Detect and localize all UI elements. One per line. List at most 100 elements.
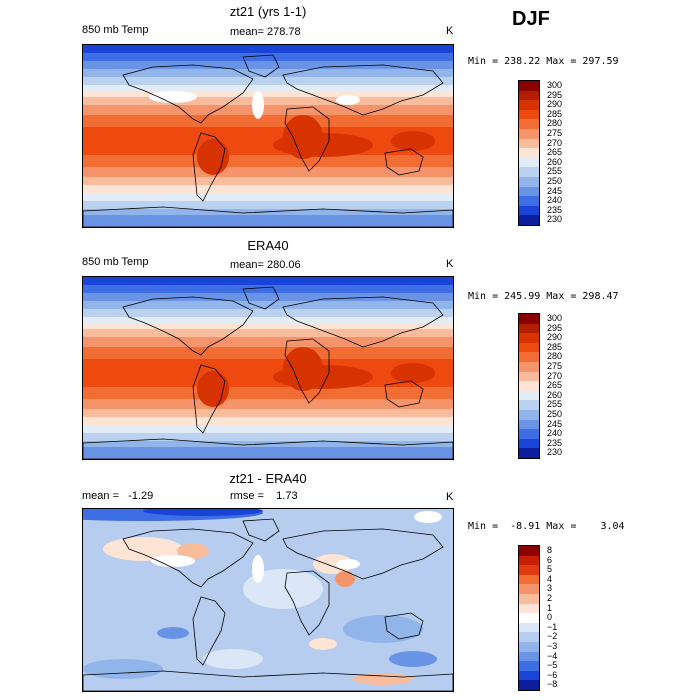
panel-2-title: ERA40 <box>247 238 289 253</box>
temperature-band <box>83 425 453 434</box>
colorbar-tick-label: 245 <box>547 418 563 429</box>
colorbar-tick-label: −1 <box>547 621 558 632</box>
colorbar-tick-label: 280 <box>547 118 563 129</box>
colorbar-tick-label: 2 <box>547 593 553 603</box>
coastline <box>282 528 444 580</box>
colorbar-swatch <box>519 352 539 362</box>
warm-region <box>197 139 229 175</box>
colorbar-tick-label: 255 <box>547 166 563 177</box>
colorbar-swatch <box>519 603 539 614</box>
panel-3-colorbar-labels: 8 6 5 4 3 2 1 0 −1 −2 −3 −4 −5 −6 −8 <box>547 545 587 691</box>
colorbar-swatch <box>519 167 539 177</box>
colorbar-tick-label: −3 <box>547 641 558 651</box>
colorbar-swatch <box>519 128 539 139</box>
colorbar-tick-label: 290 <box>547 332 563 343</box>
panel-2-min: Min = 245.99 <box>468 291 541 302</box>
colorbar-tick-label: 5 <box>547 564 553 575</box>
colorbar-swatch <box>519 371 539 382</box>
colorbar-swatch <box>519 661 539 671</box>
colorbar-tick-label: 300 <box>547 313 563 323</box>
temperature-band <box>83 309 453 318</box>
difference-region <box>177 543 209 559</box>
temperature-band <box>83 53 453 62</box>
colorbar-tick-label: 230 <box>547 447 563 458</box>
colorbar-swatch <box>519 419 539 430</box>
colorbar-tick-label: 235 <box>547 204 563 215</box>
colorbar-swatch <box>519 148 539 158</box>
colorbar-tick-label: 270 <box>547 370 563 381</box>
colorbar-swatch <box>519 584 539 594</box>
map-canvas <box>83 45 453 227</box>
warm-region <box>391 363 435 383</box>
coastline <box>242 518 280 542</box>
colorbar-tick-label: 8 <box>547 545 553 555</box>
panel-1-min: Min = 238.22 <box>468 56 541 67</box>
coastline <box>83 438 453 459</box>
coastline <box>284 338 330 404</box>
colorbar-swatch <box>519 100 539 110</box>
difference-region <box>143 509 263 516</box>
map-canvas <box>83 277 453 459</box>
colorbar-swatch <box>519 680 539 690</box>
temperature-band <box>83 185 453 194</box>
colorbar-swatch <box>519 409 539 420</box>
colorbar-swatch <box>519 90 539 101</box>
coastline <box>282 64 444 116</box>
colorbar-tick-label: 240 <box>547 195 563 206</box>
missing-data-region <box>151 555 195 567</box>
temperature-band <box>83 115 453 128</box>
temperature-band <box>83 105 453 116</box>
temperature-band <box>83 301 453 310</box>
temperature-band <box>83 201 453 210</box>
colorbar-swatch <box>519 429 539 439</box>
warm-region <box>283 115 323 159</box>
temperature-band <box>83 409 453 418</box>
difference-region <box>335 571 355 587</box>
colorbar-tick-label: 295 <box>547 89 563 100</box>
temperature-band <box>83 323 453 330</box>
colorbar-swatch <box>519 438 539 449</box>
panel-1-mean-label: mean= 278.78 <box>230 26 301 38</box>
panel-2-variable-label: 850 mb Temp <box>82 256 149 268</box>
temperature-band <box>83 329 453 338</box>
coastline <box>242 54 280 78</box>
panel-3-colorbar <box>518 545 540 691</box>
colorbar-swatch <box>519 613 539 623</box>
colorbar-swatch <box>519 641 539 652</box>
temperature-band <box>83 193 453 202</box>
colorbar-tick-label: 1 <box>547 602 553 613</box>
temperature-band <box>83 91 453 98</box>
colorbar-tick-label: 265 <box>547 380 563 391</box>
panel-1-minmax: Min = 238.22 Max = 297.59 <box>468 56 619 67</box>
colorbar-tick-label: 230 <box>547 214 563 225</box>
colorbar-swatch <box>519 176 539 187</box>
colorbar-swatch <box>519 381 539 391</box>
colorbar-swatch <box>519 632 539 642</box>
panel-1-max: Max = 297.59 <box>546 56 619 67</box>
difference-region <box>343 615 423 643</box>
missing-data-region <box>414 511 442 523</box>
panel-3-rmse-label: rmse = 1.73 <box>230 490 298 502</box>
colorbar-swatch <box>519 390 539 401</box>
colorbar-swatch <box>519 651 539 662</box>
missing-data-region <box>336 559 360 569</box>
panel-3-units: K <box>446 491 454 503</box>
temperature-band <box>83 417 453 426</box>
colorbar-tick-label: 4 <box>547 573 553 584</box>
colorbar-tick-label: 275 <box>547 128 563 138</box>
colorbar-swatch <box>519 119 539 129</box>
panel-1-map <box>82 44 454 228</box>
panel-1-units: K <box>446 25 454 37</box>
temperature-band <box>83 277 453 286</box>
warm-region <box>197 371 229 407</box>
temperature-band <box>83 399 453 410</box>
colorbar-swatch <box>519 323 539 334</box>
colorbar-swatch <box>519 574 539 585</box>
season-label: DJF <box>512 8 550 30</box>
missing-data-region <box>149 91 197 103</box>
colorbar-swatch <box>519 196 539 206</box>
warm-region <box>283 347 323 391</box>
colorbar-tick-label: 245 <box>547 185 563 196</box>
temperature-band <box>83 447 453 459</box>
coastline <box>384 148 424 176</box>
